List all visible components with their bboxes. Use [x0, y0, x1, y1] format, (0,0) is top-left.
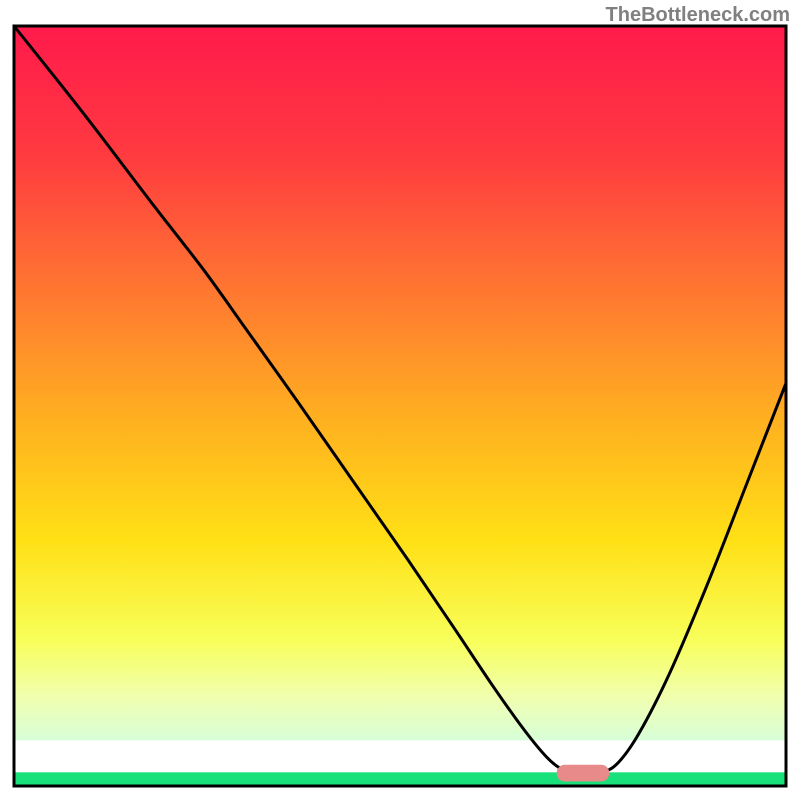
optimal-marker	[557, 765, 610, 782]
watermark-text: TheBottleneck.com	[606, 4, 790, 27]
bottleneck-chart: TheBottleneck.com	[0, 0, 800, 800]
chart-svg	[0, 0, 800, 800]
green-band	[14, 772, 786, 786]
gradient-background	[14, 26, 786, 740]
plot-area	[14, 26, 786, 786]
